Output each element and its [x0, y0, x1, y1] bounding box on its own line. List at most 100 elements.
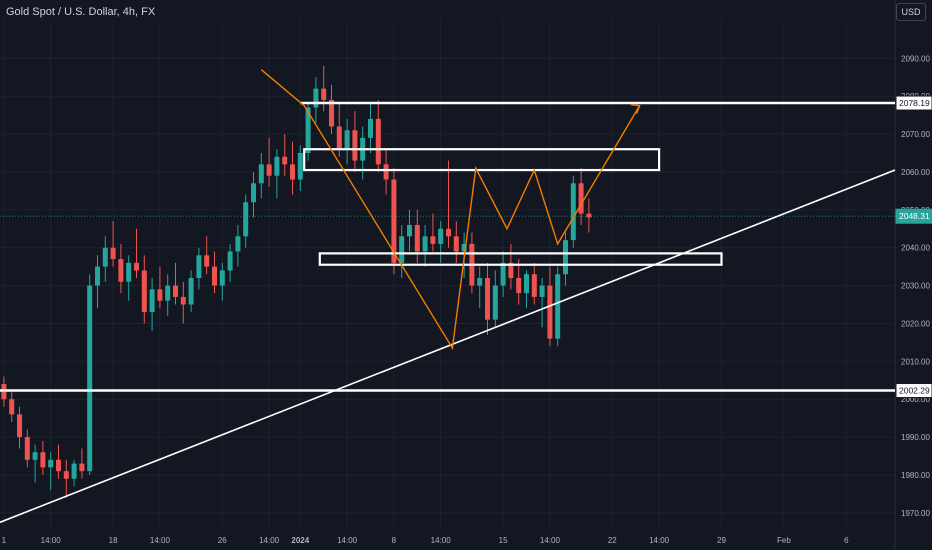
x-tick-label: 2024: [291, 536, 309, 545]
candle-body: [227, 251, 233, 271]
candle-body: [524, 274, 529, 294]
candle-body: [165, 285, 171, 301]
y-tick-label: 2030.00: [901, 282, 930, 291]
candle-body: [95, 266, 100, 286]
candle-body: [243, 202, 249, 237]
candle-body: [63, 471, 69, 479]
x-tick-label: 14:00: [41, 536, 62, 545]
candle-body: [586, 213, 592, 218]
x-tick-label: 22: [608, 536, 617, 545]
y-tick-label: 2000.00: [901, 395, 930, 404]
zone-box: [318, 252, 723, 266]
candle-body: [321, 88, 327, 100]
candle-body: [352, 130, 358, 161]
candle-body: [102, 247, 108, 267]
symbol-title: Gold Spot / U.S. Dollar, 4h, FX: [6, 6, 156, 18]
candle-body: [461, 243, 467, 252]
candle-body: [422, 236, 428, 252]
y-tick-label: 1980.00: [901, 471, 930, 480]
x-tick-label: 8: [392, 536, 397, 545]
price-tag-label: 2002.29: [899, 386, 930, 396]
x-tick-label: 14:00: [259, 536, 280, 545]
drawings-layer: [0, 69, 896, 524]
candle-body: [414, 224, 420, 252]
candle-body: [563, 240, 568, 275]
candle-body: [430, 236, 436, 244]
projection-path: [260, 69, 641, 351]
candle-body: [391, 179, 397, 263]
candle-body: [173, 285, 178, 297]
x-tick-label: 6: [844, 536, 849, 545]
price-labels-layer: 2078.19 2048.31 2002.29: [895, 95, 932, 399]
y-tick-label: 2070.00: [901, 130, 930, 139]
price-tag: [895, 95, 932, 111]
price-tag-label: 2078.19: [899, 98, 930, 108]
candle-body: [180, 296, 186, 305]
candle-body: [219, 270, 225, 286]
candle-body: [570, 183, 576, 241]
candle-body: [196, 255, 202, 278]
x-tick-label: 14:00: [431, 536, 452, 545]
candle-body: [79, 463, 85, 472]
candle-body: [383, 164, 389, 180]
candle-body: [399, 236, 405, 263]
y-tick-label: 2060.00: [901, 168, 930, 177]
candle-body: [126, 262, 132, 282]
x-tick-label: 1: [2, 536, 7, 545]
y-tick-label: 1990.00: [901, 433, 930, 442]
candle-body: [313, 88, 319, 108]
candle-body: [282, 156, 288, 165]
projection-arrow-head: [630, 103, 641, 114]
candle-body: [251, 183, 256, 203]
x-tick-label: 14:00: [150, 536, 171, 545]
y-tick-label: 2020.00: [901, 319, 930, 328]
candle-body: [290, 164, 295, 180]
price-tag-label: 2048.31: [899, 211, 930, 221]
x-tick-label: 29: [717, 536, 726, 545]
candle-body: [56, 459, 61, 472]
candle-body: [87, 285, 93, 472]
candle-body: [274, 156, 280, 176]
price-axis[interactable]: 1970.00 1980.00 1990.00 2000.00 2010.00 2020.…: [894, 0, 930, 550]
candle-body: [134, 262, 139, 271]
candle-body: [453, 236, 459, 252]
ascending-trendline: [0, 169, 896, 524]
candle-body: [539, 285, 545, 297]
candle-body: [492, 285, 498, 320]
candle-body: [407, 224, 412, 237]
candle-body: [485, 278, 490, 320]
y-tick-label: 2090.00: [901, 54, 930, 63]
candle-body: [500, 262, 506, 286]
candle-body: [24, 437, 30, 460]
x-tick-label: Feb: [777, 536, 791, 545]
x-tick-label: 14:00: [649, 536, 670, 545]
candle-body: [477, 278, 483, 286]
time-axis[interactable]: 1 14:00 18 14:00 26 14:00 2024 14:00 8 14:00 15 14:…: [2, 536, 849, 545]
candle-body: [508, 262, 514, 278]
candle-body: [141, 270, 147, 313]
candle-body: [235, 236, 241, 252]
candle-body: [438, 228, 444, 244]
x-tick-label: 14:00: [540, 536, 561, 545]
candle-body: [204, 255, 210, 267]
candle-body: [110, 247, 116, 260]
zone-box: [303, 148, 661, 172]
currency-button[interactable]: USD: [896, 3, 926, 21]
candle-body: [212, 266, 217, 286]
candle-body: [329, 99, 334, 127]
candle-body: [578, 183, 584, 214]
grid-lines: [0, 20, 895, 530]
candle-body: [375, 118, 381, 165]
y-tick-label: 2010.00: [901, 357, 930, 366]
candle-body: [48, 459, 54, 468]
candle-body: [266, 164, 272, 176]
candle-body: [305, 107, 311, 153]
price-tag: [895, 383, 932, 399]
candle-body: [547, 285, 553, 339]
candle-body: [344, 130, 350, 150]
candle-body: [336, 126, 342, 150]
x-tick-label: 15: [499, 536, 508, 545]
price-tag: [895, 208, 932, 224]
candle-body: [258, 164, 264, 184]
